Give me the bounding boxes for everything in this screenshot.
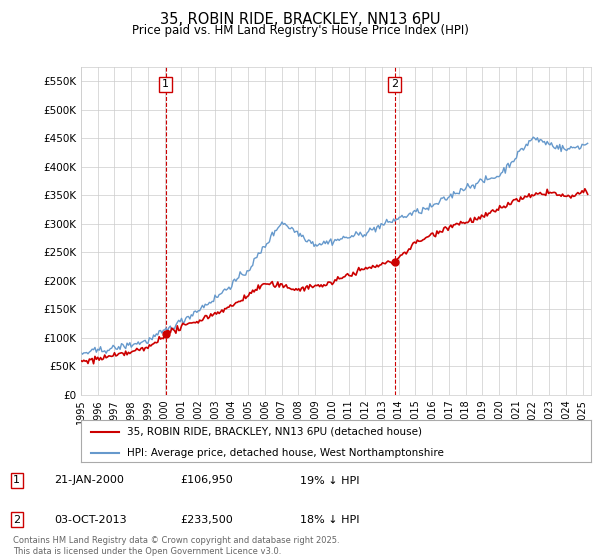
Text: £233,500: £233,500: [180, 515, 233, 525]
Text: Price paid vs. HM Land Registry's House Price Index (HPI): Price paid vs. HM Land Registry's House …: [131, 24, 469, 37]
Text: £106,950: £106,950: [180, 475, 233, 486]
Text: 1: 1: [13, 475, 20, 486]
Text: 18% ↓ HPI: 18% ↓ HPI: [300, 515, 359, 525]
Text: 03-OCT-2013: 03-OCT-2013: [54, 515, 127, 525]
Text: 35, ROBIN RIDE, BRACKLEY, NN13 6PU (detached house): 35, ROBIN RIDE, BRACKLEY, NN13 6PU (deta…: [127, 427, 422, 437]
Text: 2: 2: [391, 80, 398, 89]
Text: Contains HM Land Registry data © Crown copyright and database right 2025.
This d: Contains HM Land Registry data © Crown c…: [13, 536, 340, 556]
Text: 35, ROBIN RIDE, BRACKLEY, NN13 6PU: 35, ROBIN RIDE, BRACKLEY, NN13 6PU: [160, 12, 440, 27]
Text: 1: 1: [162, 80, 169, 89]
Text: 19% ↓ HPI: 19% ↓ HPI: [300, 475, 359, 486]
Text: 2: 2: [13, 515, 20, 525]
Text: 21-JAN-2000: 21-JAN-2000: [54, 475, 124, 486]
Text: HPI: Average price, detached house, West Northamptonshire: HPI: Average price, detached house, West…: [127, 448, 444, 458]
